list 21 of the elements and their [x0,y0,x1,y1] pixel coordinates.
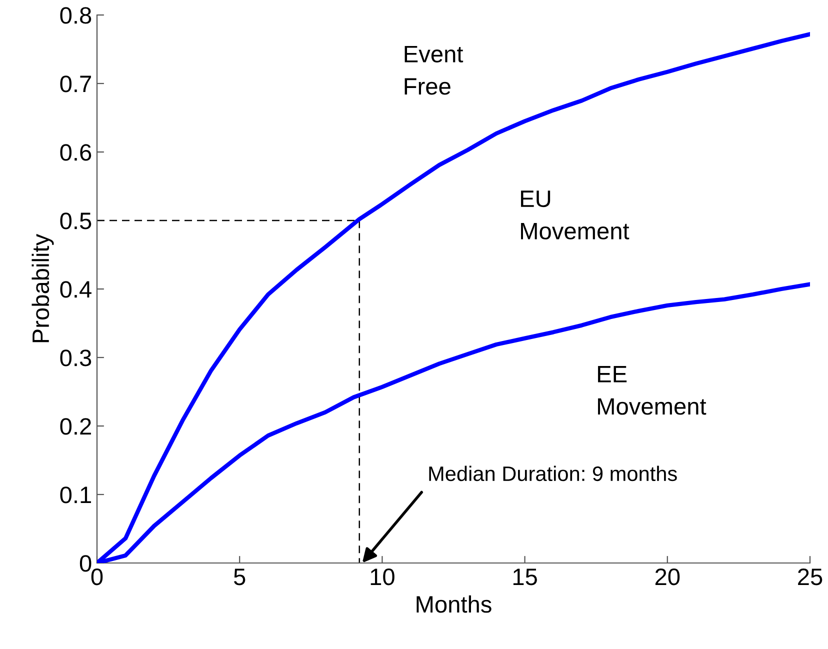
annotation: Median Duration: 9 months [429,466,677,482]
annotation: Event Free [404,46,464,95]
y-tick-label: 0 [80,555,92,572]
y-tick-label: 0.3 [60,350,92,366]
x-tick-label: 10 [370,568,394,586]
y-tick-label: 0.8 [60,7,92,24]
x-tick-label: 0 [91,568,103,586]
y-tick-label: 0.6 [60,144,92,161]
y-tick-label: 0.2 [60,418,91,435]
y-tick-label: 0.5 [60,212,92,230]
x-axis-title: Months [416,595,492,613]
annotation: EU Movement [521,190,630,240]
x-tick-label: 5 [234,568,246,586]
y-tick-label: 0.4 [60,281,92,298]
x-tick-label: 15 [513,568,537,586]
y-axis-title: Probability [32,234,54,342]
x-tick-label: 20 [655,568,680,586]
y-tick-label: 0.1 [60,486,91,504]
annotation: EE Movement [598,366,706,415]
y-tick-label: 0.7 [60,76,91,92]
x-tick-label: 25 [798,568,822,586]
